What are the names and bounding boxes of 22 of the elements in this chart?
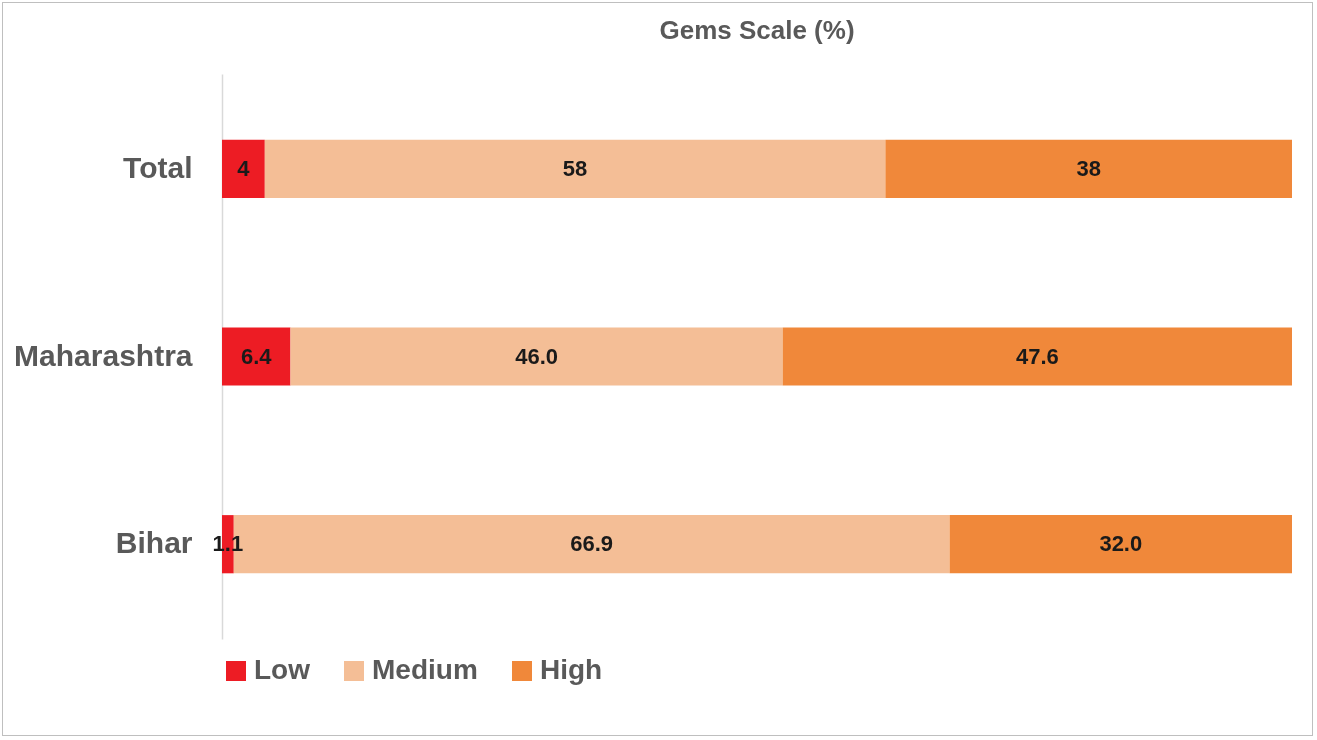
data-label: 32.0: [1099, 531, 1143, 557]
legend-label: Medium: [372, 654, 478, 685]
bar: [222, 139, 265, 198]
data-label: 38: [1076, 155, 1101, 181]
data-label: 46.0: [515, 343, 558, 369]
y-tick-label: Bihar: [115, 526, 193, 560]
bar: [885, 139, 1292, 198]
bar: [949, 515, 1292, 574]
y-tick-label: Maharashtra: [14, 338, 193, 372]
data-label: 47.6: [1015, 343, 1059, 369]
data-label: 6.4: [240, 343, 273, 369]
legend-label: High: [540, 654, 603, 685]
y-tick-label: Total: [123, 150, 193, 184]
bar: [290, 327, 783, 386]
legend-label: Low: [254, 654, 311, 685]
chart-title: Gems Scale (%): [659, 15, 855, 45]
bar: [782, 327, 1292, 386]
bar: [222, 327, 291, 386]
data-label: 58: [562, 155, 588, 181]
data-label: 4: [237, 155, 251, 181]
data-label: 66.9: [570, 531, 614, 557]
bar: [264, 139, 886, 198]
